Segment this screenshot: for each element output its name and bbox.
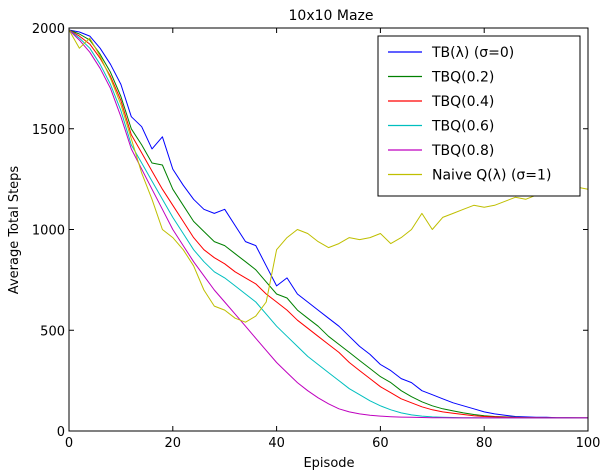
series-line-4	[68, 29, 588, 419]
y-tick-label: 2000	[32, 22, 65, 37]
x-axis-label: Episode	[303, 456, 354, 471]
y-tick-label: 1500	[32, 123, 65, 138]
series-line-0	[68, 29, 588, 419]
legend-box	[377, 35, 581, 197]
series-layer	[68, 29, 589, 419]
x-tick-label: 40	[268, 436, 285, 451]
legend-label-4: TBQ(0.8)	[431, 143, 494, 159]
series-line-5	[68, 29, 589, 323]
y-tick-label: 1000	[32, 224, 65, 239]
legend-label-3: TBQ(0.6)	[431, 119, 494, 135]
legend-label-2: TBQ(0.4)	[431, 94, 494, 110]
legend-label-5: Naive Q(λ) (σ=1)	[432, 168, 551, 184]
legend: TB(λ) (σ=0) TBQ(0.2) TBQ(0.4) TBQ(0.6) TBQ(0…	[377, 35, 581, 197]
y-axis-label: Average Total Steps	[7, 166, 22, 295]
x-tick-label: 60	[372, 436, 389, 451]
x-tick-label: 20	[165, 436, 182, 451]
x-tick-label: 100	[576, 436, 601, 451]
x-tick-label: 80	[476, 436, 493, 451]
legend-label-1: TBQ(0.2)	[431, 70, 494, 86]
series-line-2	[68, 29, 588, 419]
y-tick-label: 0	[57, 425, 65, 440]
legend-label-0: TB(λ) (σ=0)	[431, 45, 514, 61]
x-tick-label: 0	[65, 436, 73, 451]
chart-title: 10x10 Maze	[289, 8, 374, 24]
y-tick-label: 500	[40, 324, 65, 339]
